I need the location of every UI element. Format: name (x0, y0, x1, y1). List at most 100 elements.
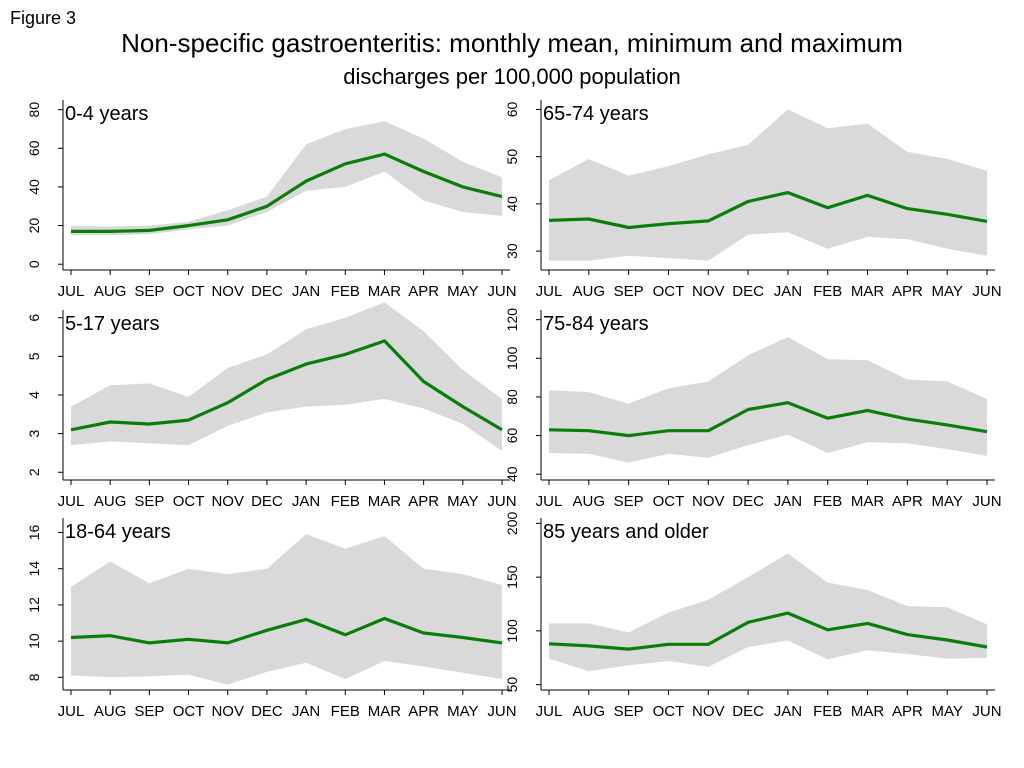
x-tick-label: APR (892, 493, 923, 510)
x-tick-label: SEP (614, 703, 644, 720)
mean-line (548, 611, 988, 651)
x-tick-label: FEB (813, 703, 842, 720)
x-tick-label: SEP (134, 283, 164, 300)
y-tick-label: 5 (26, 352, 42, 360)
x-tick-label: DEC (732, 283, 764, 300)
x-tick-label: SEP (134, 703, 164, 720)
x-tick-label: JUL (536, 493, 563, 510)
x-tick-label: OCT (653, 493, 685, 510)
x-tick-label: NOV (211, 703, 244, 720)
x-tick-label: APR (892, 703, 923, 720)
range-band (71, 302, 502, 451)
x-tick-label: FEB (331, 493, 360, 510)
y-tick-label: 120 (504, 308, 520, 332)
x-tick-label: MAR (368, 703, 402, 720)
panel-label: 18-64 years (65, 521, 171, 543)
x-tick-label: MAR (368, 493, 402, 510)
y-tick-label: 60 (504, 101, 520, 117)
x-tick-label: JUL (58, 703, 85, 720)
y-tick-label: 200 (504, 511, 520, 535)
x-tick-label: NOV (692, 493, 725, 510)
y-tick-label: 30 (504, 243, 520, 259)
panel-2: JUL AUG SEP OCT NOV DEC JAN FEB MAR APR MAY JUN 2 3 4 5… (26, 302, 517, 510)
x-tick-label: JAN (292, 703, 320, 720)
x-tick-label: DEC (732, 703, 764, 720)
x-tick-label: FEB (331, 283, 360, 300)
x-tick-label: MAR (851, 703, 885, 720)
x-tick-label: MAR (368, 283, 402, 300)
y-tick-label: 6 (26, 314, 42, 322)
mean-line (548, 401, 988, 438)
x-tick-label: APR (408, 703, 439, 720)
x-tick-label: APR (892, 283, 923, 300)
y-tick-label: 10 (26, 633, 42, 649)
range-band (71, 121, 502, 236)
x-tick-label: JUN (972, 283, 1001, 300)
y-tick-label: 16 (26, 524, 42, 540)
x-tick-label: JUL (58, 493, 85, 510)
mean-line (71, 152, 503, 233)
panel-0: JUL AUG SEP OCT NOV DEC JAN FEB MAR APR MAY JUN 0 20 4… (26, 100, 517, 300)
x-tick-label: JUN (487, 283, 516, 300)
y-tick-label: 100 (504, 346, 520, 370)
chart-subtitle: discharges per 100,000 population (343, 64, 681, 89)
panel-label: 75-84 years (543, 313, 649, 335)
x-tick-label: JUN (972, 703, 1001, 720)
x-tick-label: JAN (774, 493, 802, 510)
x-tick-label: AUG (573, 493, 606, 510)
panel-5: JUL AUG SEP OCT NOV DEC JAN FEB MAR APR MAY JUN 50 10… (504, 511, 1002, 720)
range-band (71, 534, 502, 685)
x-tick-label: FEB (813, 283, 842, 300)
x-tick-label: MAY (447, 493, 478, 510)
y-tick-label: 80 (26, 102, 42, 118)
x-tick-label: JAN (774, 703, 802, 720)
mean-line (70, 339, 503, 432)
range-band (549, 553, 987, 672)
panel-label: 65-74 years (543, 103, 649, 125)
figure-label: Figure 3 (10, 8, 77, 28)
x-tick-label: APR (408, 493, 439, 510)
x-tick-label: JUN (487, 703, 516, 720)
x-tick-label: MAR (851, 493, 885, 510)
y-tick-label: 20 (26, 218, 42, 234)
x-tick-label: NOV (692, 283, 725, 300)
x-tick-label: JUN (487, 493, 516, 510)
range-band (549, 337, 987, 463)
x-tick-label: MAY (447, 703, 478, 720)
panel-4: JUL AUG SEP OCT NOV DEC JAN FEB MAR APR MAY JUN 8 10 1… (26, 518, 517, 720)
range-band (549, 109, 987, 261)
x-tick-label: OCT (173, 703, 205, 720)
x-tick-label: DEC (732, 493, 764, 510)
x-tick-label: JUL (536, 703, 563, 720)
x-tick-label: DEC (251, 703, 283, 720)
x-tick-label: DEC (251, 283, 283, 300)
y-tick-label: 50 (504, 149, 520, 165)
y-tick-label: 40 (504, 196, 520, 212)
x-tick-label: JAN (292, 283, 320, 300)
y-tick-label: 40 (504, 466, 520, 482)
x-tick-label: JAN (774, 283, 802, 300)
y-tick-label: 40 (26, 179, 42, 195)
x-tick-label: AUG (94, 283, 127, 300)
x-tick-label: MAY (931, 703, 962, 720)
x-tick-label: JUN (972, 493, 1001, 510)
y-tick-label: 8 (26, 673, 42, 681)
y-tick-label: 2 (26, 468, 42, 476)
y-tick-label: 60 (504, 428, 520, 444)
x-tick-label: MAR (851, 283, 885, 300)
x-tick-label: MAY (931, 283, 962, 300)
x-tick-label: SEP (134, 493, 164, 510)
y-tick-label: 12 (26, 597, 42, 613)
x-tick-label: NOV (211, 283, 244, 300)
x-tick-label: DEC (251, 493, 283, 510)
y-tick-label: 80 (504, 389, 520, 405)
x-tick-label: SEP (614, 493, 644, 510)
x-tick-label: OCT (653, 703, 685, 720)
x-tick-label: OCT (653, 283, 685, 300)
x-tick-label: NOV (211, 493, 244, 510)
x-tick-label: OCT (173, 493, 205, 510)
panel-label: 0-4 years (65, 103, 148, 125)
mean-line (548, 191, 988, 230)
y-tick-label: 60 (26, 140, 42, 156)
